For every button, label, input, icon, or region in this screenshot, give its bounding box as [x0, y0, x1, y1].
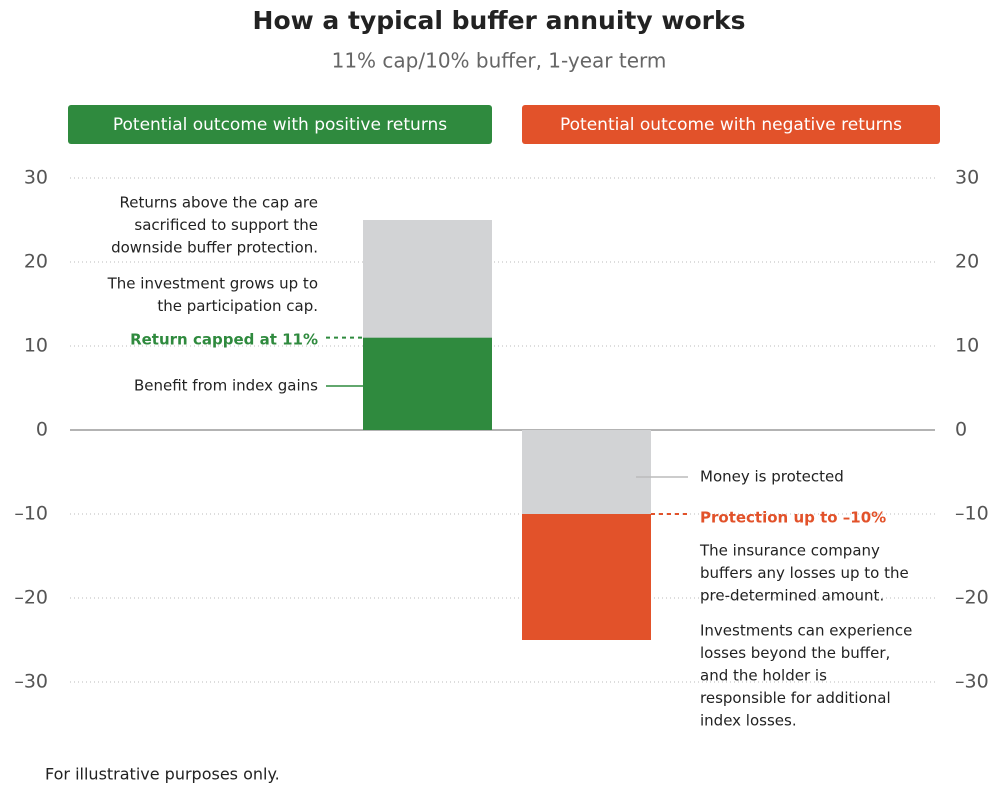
- annotation: responsible for additional: [700, 689, 891, 707]
- annotation: losses beyond the buffer,: [700, 644, 890, 662]
- annotation: buffers any losses up to the: [700, 564, 909, 582]
- annotation: Returns above the cap are: [120, 194, 319, 212]
- annotation: Benefit from index gains: [134, 377, 318, 395]
- y-tick-label: 10: [24, 335, 48, 357]
- y2-tick-label: –30: [955, 671, 989, 693]
- footnote: For illustrative purposes only.: [45, 765, 280, 784]
- annotation: index losses.: [700, 712, 797, 730]
- annotation: the participation cap.: [157, 297, 318, 315]
- category-header: [522, 105, 940, 144]
- category-label: Potential outcome with positive returns: [113, 115, 447, 135]
- y2-tick-label: 0: [955, 419, 967, 441]
- annotation: Return capped at 11%: [130, 331, 318, 349]
- y-tick-label: 30: [24, 167, 48, 189]
- annotation: The insurance company: [699, 542, 880, 560]
- annotation: downside buffer protection.: [111, 239, 318, 257]
- bar-segment: [522, 430, 651, 514]
- bar-segment: [363, 220, 492, 338]
- annotation: Investments can experience: [700, 622, 912, 640]
- y-tick-label: 20: [24, 251, 48, 273]
- y2-tick-label: 10: [955, 335, 979, 357]
- y-tick-label: –10: [14, 503, 48, 525]
- y-tick-label: –30: [14, 671, 48, 693]
- y2-tick-label: 20: [955, 251, 979, 273]
- chart-subtitle: 11% cap/10% buffer, 1-year term: [332, 49, 667, 73]
- y2-tick-label: 30: [955, 167, 979, 189]
- annotation: and the holder is: [700, 667, 827, 685]
- category-header: [68, 105, 492, 144]
- y-tick-label: –20: [14, 587, 48, 609]
- bar-segment: [522, 514, 651, 640]
- annotation: The investment grows up to: [107, 275, 318, 293]
- y2-tick-label: –10: [955, 503, 989, 525]
- annotation: Money is protected: [700, 468, 844, 486]
- y2-tick-label: –20: [955, 587, 989, 609]
- chart-title: How a typical buffer annuity works: [253, 6, 746, 35]
- annotation: sacrificed to support the: [134, 216, 318, 234]
- category-label: Potential outcome with negative returns: [560, 115, 902, 135]
- bar-segment: [363, 337, 492, 430]
- annotation: Protection up to –10%: [700, 509, 886, 527]
- annotation: pre-determined amount.: [700, 587, 884, 605]
- y-tick-label: 0: [36, 419, 48, 441]
